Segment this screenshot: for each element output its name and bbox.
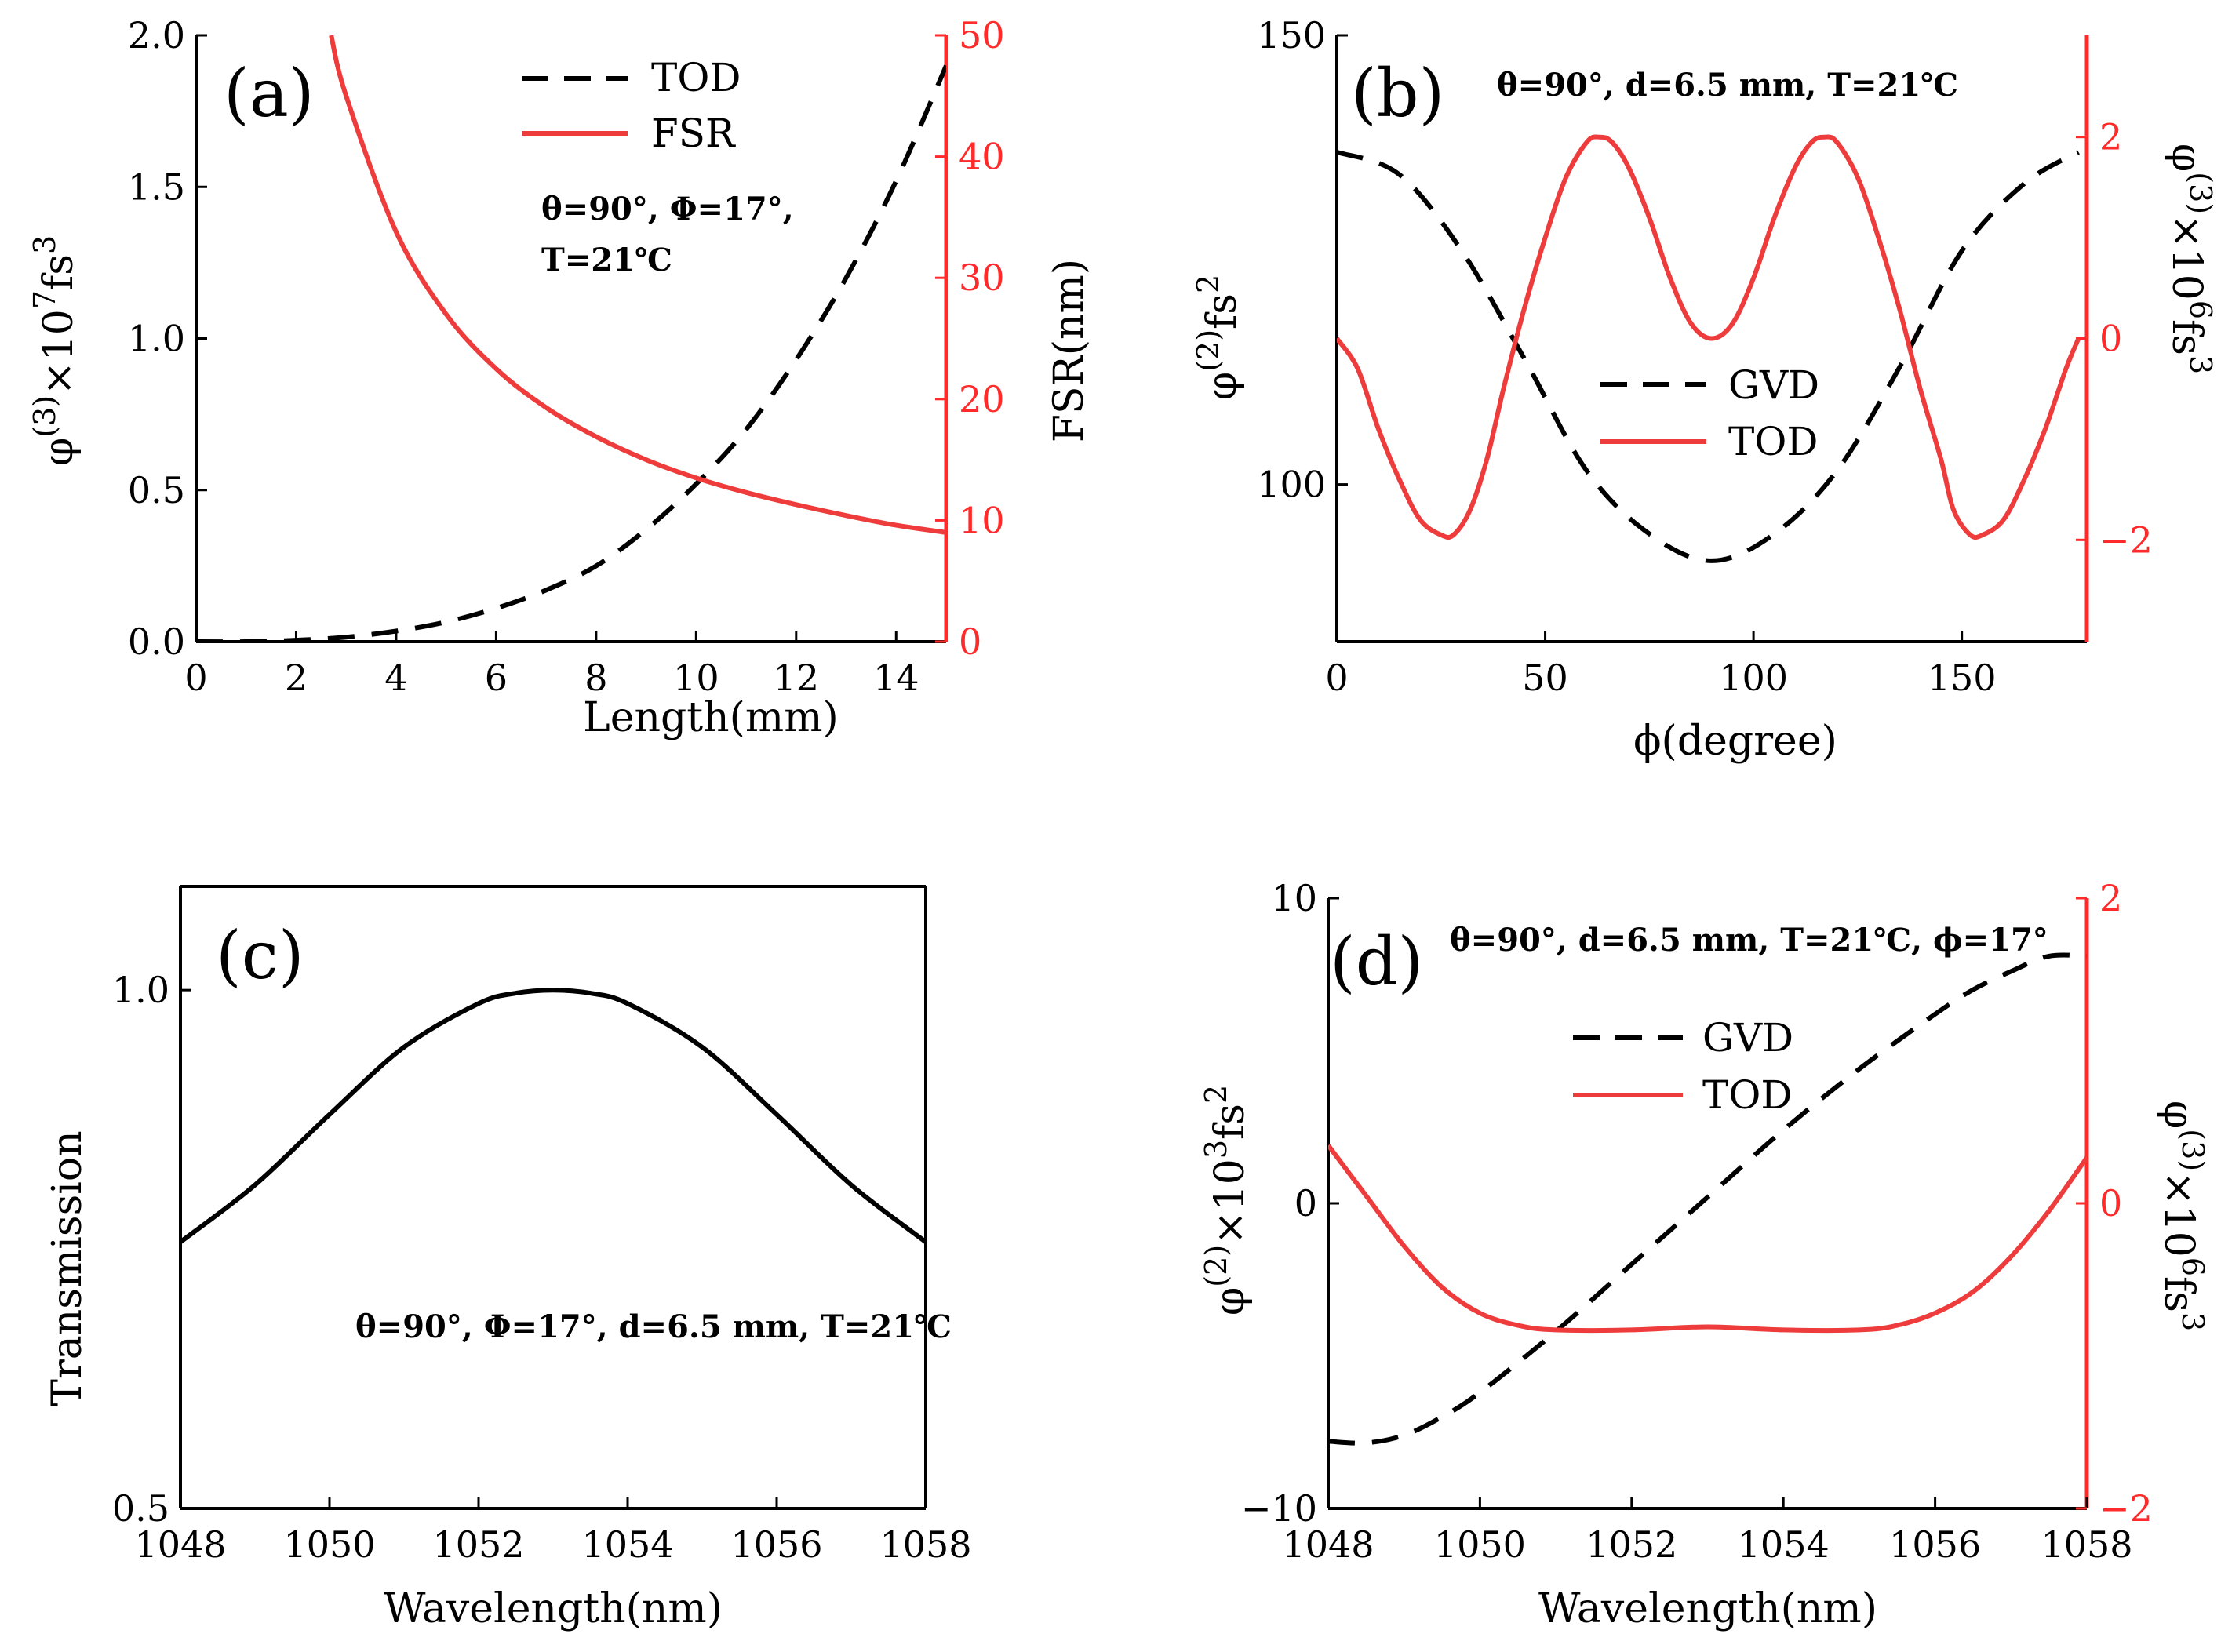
panel-b-annotation: θ=90°, d=6.5 mm, T=21℃	[1497, 67, 1958, 104]
panel-d-x-axis-label: Wavelength(nm)	[1538, 1585, 1877, 1632]
panel-b-plot-area: 0 50 100 150 100 150 −2 0 2	[1257, 14, 2153, 699]
y-tick-label: 1.5	[128, 166, 185, 208]
x-tick-label: 8	[584, 657, 607, 699]
x-tick-label: 1054	[1738, 1523, 1830, 1566]
x-tick-label: 50	[1522, 657, 1568, 699]
series-line-gvd	[1328, 952, 2087, 1446]
panel-d-annotation: θ=90°, d=6.5 mm, T=21℃, ϕ=17°	[1450, 922, 2048, 959]
panel-d-plot-area: 1048 1050 1052 1054 1056 1058 −10 0 10 −2 0 2	[1241, 877, 2153, 1566]
series-line-tod	[1337, 134, 2081, 540]
panel-a-annotation-line1: θ=90°, Φ=17°,	[541, 191, 794, 227]
panel-a-right-axis-label: FSR(nm)	[1046, 259, 1093, 442]
x-tick-label: 2	[285, 657, 308, 699]
x-tick-label: 1050	[283, 1523, 375, 1566]
y-tick-label: 10	[1271, 877, 1317, 919]
panel-b-x-axis-label: ϕ(degree)	[1633, 718, 1837, 765]
x-tick-label: 10	[673, 657, 719, 699]
y-tick-label: 150	[1257, 14, 1326, 56]
x-tick-label: 1050	[1434, 1523, 1526, 1566]
x-tick-label: 0	[1325, 657, 1348, 699]
x-tick-label: 1058	[2041, 1523, 2132, 1566]
legend-label-tod: TOD	[651, 55, 741, 100]
right-tick-label: 50	[959, 14, 1005, 56]
y-tick-label: 0.0	[128, 620, 185, 663]
panel-b: 0 50 100 150 100 150 −2 0 2 (b) θ=90°, d=6.5 mm,…	[1191, 14, 2218, 765]
x-tick-label: 4	[384, 657, 407, 699]
x-tick-label: 1052	[1586, 1523, 1677, 1566]
panel-c-plot-area: 1048 1050 1052 1054 1056 1058 0.5 1.0	[112, 885, 972, 1566]
right-tick-label: 10	[959, 499, 1005, 541]
panel-a-x-axis-label: Length(mm)	[583, 694, 839, 741]
panel-c-annotation: θ=90°, Φ=17°, d=6.5 mm, T=21℃	[355, 1308, 952, 1345]
right-tick-label: 30	[959, 257, 1005, 299]
panel-d: 1048 1050 1052 1054 1056 1058 −10 0 10 −2 0 2 (d) θ…	[1199, 877, 2210, 1632]
panel-d-label: (d)	[1330, 923, 1423, 1000]
right-tick-label: 0	[2099, 1182, 2122, 1224]
panel-b-right-axis-label: φ(3)×106fs3	[2163, 144, 2218, 374]
panel-a-annotation-line2: T=21℃	[541, 242, 672, 278]
series-line-tod	[1328, 1144, 2087, 1334]
y-tick-label: 100	[1257, 464, 1326, 506]
legend-label-tod: TOD	[1702, 1072, 1792, 1118]
panel-d-left-axis-label: φ(2)×103fs2	[1199, 1085, 1254, 1315]
panel-a-legend: TOD FSR	[522, 55, 741, 156]
series-line-gvd	[1337, 150, 2080, 563]
right-tick-label: 2	[2099, 877, 2122, 919]
x-tick-label: 1056	[730, 1523, 822, 1566]
x-tick-label: 1054	[581, 1523, 673, 1566]
y-tick-label: −10	[1241, 1487, 1317, 1530]
series-line-fsr	[329, 35, 946, 535]
panel-d-legend: GVD TOD	[1573, 1015, 1793, 1118]
x-tick-label: 14	[873, 657, 919, 699]
panel-b-left-axis-label: φ(2)fs2	[1191, 275, 1246, 400]
x-tick-label: 150	[1928, 657, 1997, 699]
y-tick-label: 0.5	[128, 469, 185, 511]
x-tick-label: 1052	[432, 1523, 524, 1566]
y-tick-label: 2.0	[128, 14, 185, 56]
legend-label-gvd: GVD	[1702, 1015, 1793, 1061]
x-tick-label: 12	[774, 657, 820, 699]
right-tick-label: −2	[2099, 1487, 2153, 1530]
x-tick-label: 6	[485, 657, 508, 699]
right-tick-label: 0	[2099, 318, 2122, 360]
x-tick-label: 1048	[1282, 1523, 1374, 1566]
legend-label-fsr: FSR	[651, 111, 736, 156]
series-line-transmission	[180, 988, 926, 1244]
panel-c-label: (c)	[216, 917, 304, 994]
panel-a-left-axis-label: φ(3)×107fs3	[27, 235, 82, 466]
y-tick-label: 1.0	[128, 318, 185, 360]
panel-d-right-axis-label: φ(3)×106fs3	[2155, 1101, 2210, 1331]
panel-a-plot-area: 0 2 4 6 8 10 12 14 0.0 0.5 1.0 1.5 2.0 0 10 20 30 40 50	[128, 14, 1005, 699]
right-tick-label: −2	[2099, 519, 2153, 561]
legend-label-gvd: GVD	[1728, 362, 1819, 408]
right-tick-label: 40	[959, 136, 1005, 178]
y-tick-label: 0.5	[112, 1487, 169, 1530]
x-tick-label: 100	[1719, 657, 1788, 699]
x-tick-label: 1056	[1889, 1523, 1981, 1566]
panel-c-x-axis-label: Wavelength(nm)	[384, 1585, 723, 1632]
panel-a-label: (a)	[224, 55, 315, 132]
panel-c: 1048 1050 1052 1054 1056 1058 0.5 1.0 (c) θ=90°…	[44, 885, 972, 1632]
panel-b-label: (b)	[1351, 55, 1444, 132]
y-tick-label: 0	[1294, 1182, 1317, 1224]
x-tick-label: 1058	[879, 1523, 971, 1566]
legend-label-tod: TOD	[1728, 419, 1818, 464]
right-tick-label: 0	[959, 620, 981, 663]
panel-c-y-axis-label: Transmission	[44, 1130, 91, 1406]
x-tick-label: 1048	[134, 1523, 226, 1566]
y-tick-label: 1.0	[112, 969, 169, 1011]
series-line-tod	[196, 64, 946, 642]
panel-a: 0 2 4 6 8 10 12 14 0.0 0.5 1.0 1.5 2.0 0 10 20 30 40 50 (a…	[27, 14, 1093, 741]
panel-b-legend: GVD TOD	[1600, 362, 1819, 464]
right-tick-label: 20	[959, 378, 1005, 420]
x-tick-label: 0	[184, 657, 207, 699]
right-tick-label: 2	[2099, 116, 2122, 158]
